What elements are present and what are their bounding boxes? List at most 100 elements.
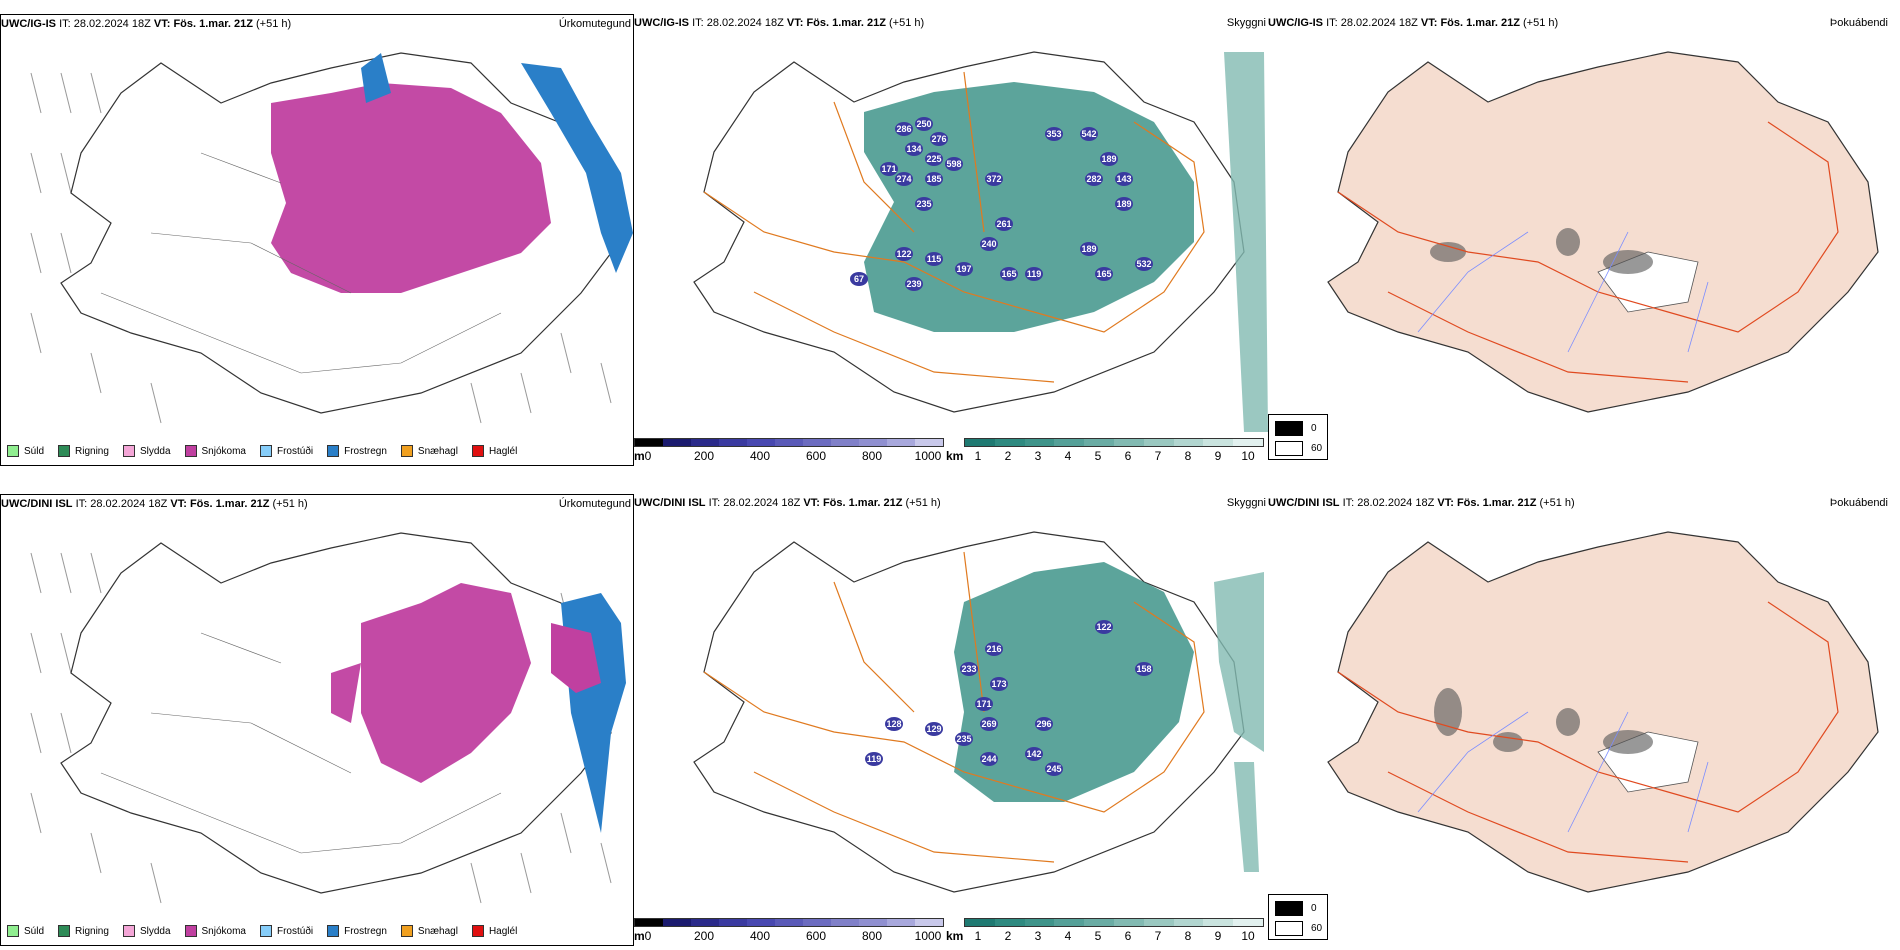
peak-label: 134 <box>906 144 921 154</box>
vt-value: Fös. 1.mar. 21Z <box>189 498 270 510</box>
peak-marker <box>905 142 923 156</box>
iceland-outline <box>1327 531 1879 893</box>
low-visibility-region <box>954 562 1194 802</box>
colorbar-segment <box>719 439 747 446</box>
peak-marker <box>880 162 898 176</box>
roads <box>1337 601 1839 863</box>
colorbar-segment <box>803 919 831 926</box>
peak-label: 542 <box>1081 129 1096 139</box>
visibility-colorbar-ticks: 1 2 3 4 5 6 7 8 9 10 <box>964 929 1264 945</box>
colorbar-tick: 800 <box>861 449 883 463</box>
colorbar-segment <box>803 439 831 446</box>
model-name: UWC/IG-IS <box>634 17 689 29</box>
peak-labels: 122 216 233 173 158 171 269 296 129 235 244 142 245 1… <box>865 620 1153 776</box>
legend-label: Rigning <box>75 925 109 937</box>
colorbar-segment <box>994 919 1025 926</box>
visibility-unit: km <box>946 929 964 943</box>
peak-label: 189 <box>1081 244 1096 254</box>
precip-map <box>30 52 633 424</box>
colorbar-tick: 2 <box>1004 449 1012 463</box>
peak-marker <box>885 717 903 731</box>
peak-label: 185 <box>926 174 941 184</box>
vt-value: Fös. 1.mar. 21Z <box>1456 497 1537 509</box>
legend-item: Rigning <box>58 925 109 937</box>
snow-region <box>331 583 531 783</box>
legend-label: Frostúði <box>276 925 314 937</box>
colorbar-tick: 0 <box>644 449 652 463</box>
legend-swatch <box>7 925 19 937</box>
peak-label: 189 <box>1116 199 1131 209</box>
it-value: 28.02.2024 18Z <box>90 498 168 510</box>
peak-label: 276 <box>931 134 946 144</box>
peak-label: 239 <box>906 279 921 289</box>
peak-label: 244 <box>981 754 996 764</box>
legend-swatch <box>327 925 340 937</box>
colorbar-tick: 1000 <box>914 929 942 943</box>
peak-label: 142 <box>1026 749 1041 759</box>
vt-value: Fös. 1.mar. 21Z <box>806 17 886 29</box>
legend-swatch <box>7 445 19 457</box>
vt-label: VT: <box>1437 497 1454 509</box>
legend-item: Slydda <box>122 925 171 937</box>
legend-label: Frostúði <box>276 445 314 457</box>
it-label: IT: <box>692 17 704 29</box>
legend-label: Súld <box>24 925 45 937</box>
colorbar-segment <box>994 439 1025 446</box>
panel-header: UWC/DINI ISL IT: 28.02.2024 18Z VT: Fös.… <box>1 495 633 513</box>
colorbar-tick: 4 <box>1064 449 1072 463</box>
roads <box>1337 121 1839 383</box>
colorbar-segment <box>691 919 719 926</box>
legend-item: Snæhagl <box>400 925 458 937</box>
vt-value: Fös. 1.mar. 21Z <box>822 497 903 509</box>
colorbar-tick: 9 <box>1214 449 1222 463</box>
offshore-haze <box>1224 52 1268 432</box>
legend-label: Snjókoma <box>201 925 246 937</box>
colorbar-segment <box>1173 919 1204 926</box>
peak-label: 598 <box>946 159 961 169</box>
roads <box>703 71 1205 383</box>
legend-item: Frostregn <box>327 445 387 457</box>
colorbar-segment <box>831 919 859 926</box>
colorbar-segment <box>663 919 691 926</box>
it-value: 28.02.2024 18Z <box>706 17 784 29</box>
peak-marker <box>1080 127 1098 141</box>
colorbar-tick: 400 <box>749 929 771 943</box>
it-label: IT: <box>1326 17 1338 29</box>
fog-panel-row2: UWC/DINI ISL IT: 28.02.2024 18Z VT: Fös.… <box>1268 494 1900 946</box>
peak-label: 245 <box>1046 764 1061 774</box>
legend-swatch <box>400 445 413 457</box>
it-label: IT: <box>75 498 88 510</box>
peak-label: 353 <box>1046 129 1061 139</box>
fog-legend-label: 0 <box>1311 423 1317 434</box>
peak-label: 115 <box>927 254 942 264</box>
peak-marker <box>1025 747 1043 761</box>
colorbar-tick: 8 <box>1184 449 1192 463</box>
peak-marker <box>895 172 913 186</box>
peak-marker <box>915 197 933 211</box>
legend-item: Súld <box>7 445 44 457</box>
height-colorbar: 0 200 400 600 800 1000 m <box>634 438 944 466</box>
colorbar-segment <box>747 439 775 446</box>
peak-label: 129 <box>926 724 941 734</box>
peak-marker <box>1095 267 1113 281</box>
forecast-offset: (+51 h) <box>905 497 941 509</box>
legend-label: Slydda <box>139 925 171 937</box>
peak-label: 122 <box>1096 622 1111 632</box>
it-value: 28.02.2024 18Z <box>723 497 801 509</box>
legend-label: Súld <box>24 445 45 457</box>
legend-label: Slydda <box>139 445 171 457</box>
colorbar-tick: 4 <box>1064 929 1072 943</box>
peak-label: 197 <box>956 264 971 274</box>
peak-marker <box>955 732 973 746</box>
fog-legend-swatch <box>1275 921 1303 936</box>
colorbar-tick: 8 <box>1184 929 1192 943</box>
height-colorbar-strip <box>634 438 944 447</box>
colorbar-segment <box>1024 919 1055 926</box>
colorbar-segment <box>859 439 887 446</box>
fog-legend: 0 60 <box>1268 414 1328 460</box>
fog-map <box>1327 51 1879 413</box>
colorbar-tick: 3 <box>1034 929 1042 943</box>
model-name: UWC/IG-IS <box>1 18 56 30</box>
precip-legend: Súld Rigning Slydda Snjókoma Frostúði Fr… <box>1 917 633 945</box>
panel-header: UWC/DINI ISL IT: 28.02.2024 18Z VT: Fös.… <box>1268 494 1900 512</box>
